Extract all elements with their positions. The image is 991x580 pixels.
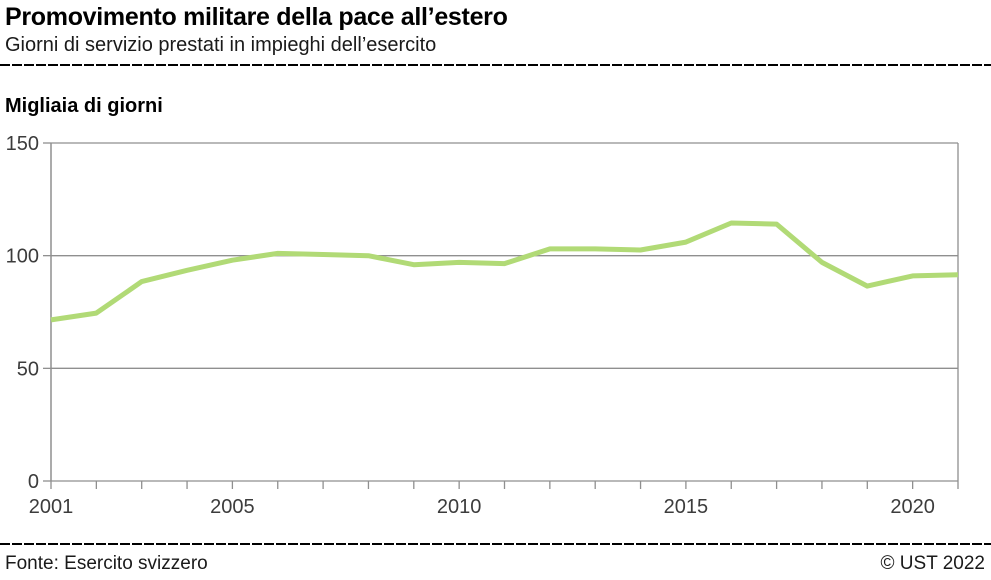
header-divider [0, 64, 991, 66]
y-axis-tick-label: 50 [17, 358, 39, 380]
x-axis-tick-label: 2015 [664, 496, 709, 518]
data-line [50, 220, 959, 323]
chart-title: Promovimento militare della pace all’est… [5, 3, 508, 31]
chart-subtitle: Giorni di servizio prestati in impieghi … [5, 34, 437, 56]
source-label: Fonte: Esercito svizzero [5, 553, 208, 574]
footer-divider [0, 543, 991, 545]
copyright-label: © UST 2022 [880, 553, 985, 574]
x-axis-tick-label: 2001 [29, 496, 74, 518]
line-chart: 0 50 100 150 2001 2005 2010 2015 2020 [6, 133, 959, 518]
y-axis-tick-label: 0 [28, 471, 39, 493]
y-axis-tick-label: 150 [6, 133, 39, 155]
x-axis-tick-label: 2010 [437, 496, 482, 518]
y-axis-tick-label: 100 [6, 246, 39, 268]
x-axis-tick-label: 2005 [210, 496, 255, 518]
x-axis-tick-label: 2020 [890, 496, 935, 518]
y-axis-unit-label: Migliaia di giorni [5, 95, 163, 117]
